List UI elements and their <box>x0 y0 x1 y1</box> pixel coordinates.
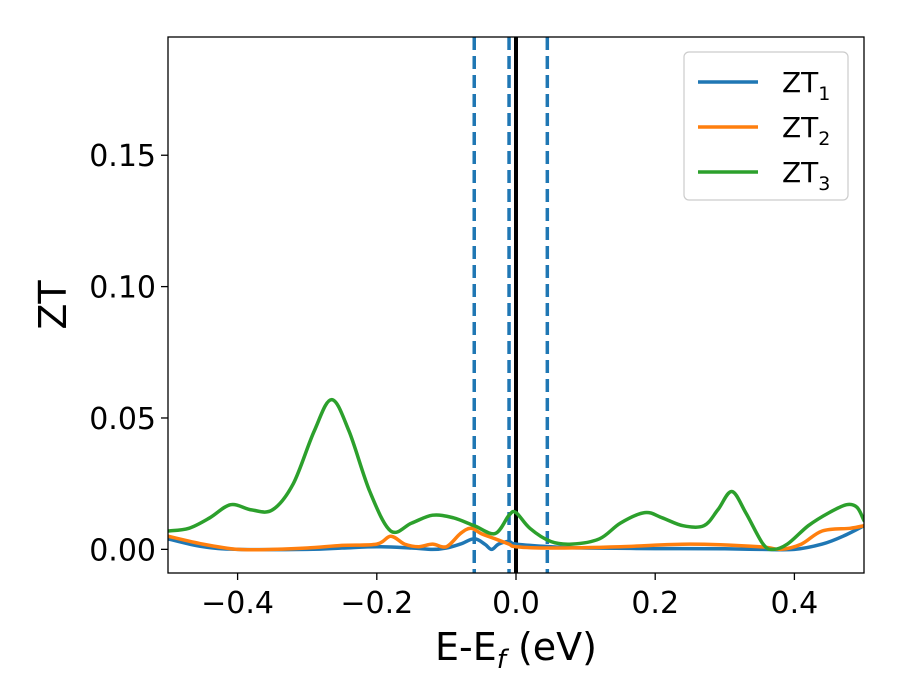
x-tick-label: 0.4 <box>771 586 819 621</box>
series-line-zt1 <box>168 523 864 552</box>
legend-label-zt2: ZT2 <box>782 111 830 150</box>
y-tick-label: 0.00 <box>89 533 156 568</box>
x-axis-label: E-Ef (eV) <box>435 625 597 675</box>
legend-label-zt3: ZT3 <box>782 156 830 195</box>
legend-label-zt1: ZT1 <box>782 66 830 105</box>
series-line-zt3 <box>168 397 864 552</box>
x-axis-label-unit: (eV) <box>506 625 597 669</box>
legend: ZT1 ZT2 ZT3 <box>683 51 849 201</box>
y-axis-label: ZT <box>31 280 75 330</box>
x-tick-label: 0.0 <box>492 586 540 621</box>
y-tick-label: 0.15 <box>89 139 156 174</box>
x-axis-label-main: E-E <box>435 625 497 669</box>
y-tick-label: 0.10 <box>89 271 156 306</box>
x-tick-label: −0.2 <box>340 586 413 621</box>
y-tick-label: 0.05 <box>89 402 156 437</box>
x-tick-label: −0.4 <box>201 586 274 621</box>
legend-box <box>683 51 849 201</box>
x-tick-label: 0.2 <box>631 586 679 621</box>
